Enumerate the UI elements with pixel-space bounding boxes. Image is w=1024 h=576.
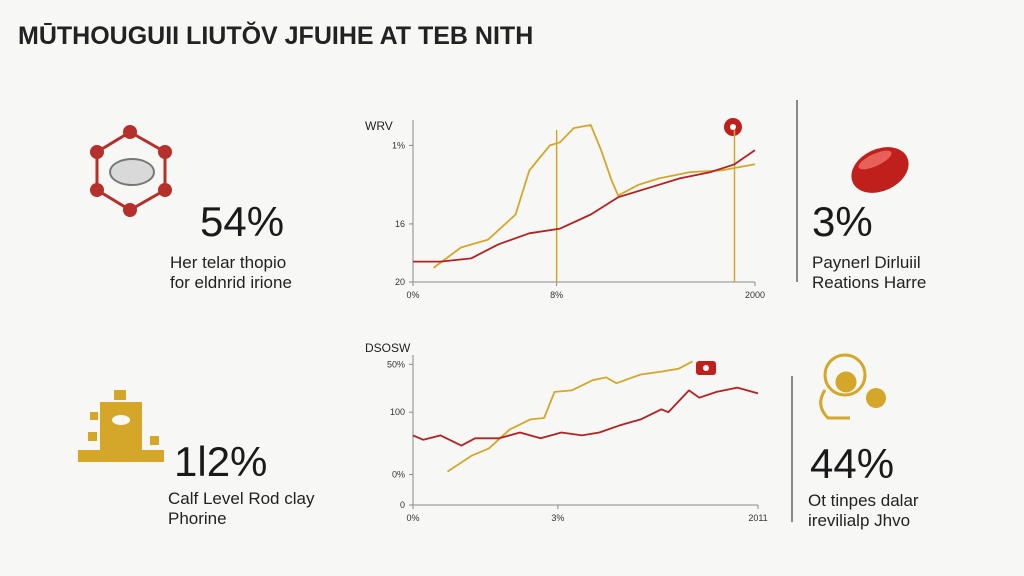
y-tick-label: 50% [387,359,405,369]
head-icon [819,353,886,420]
y-tick-label: 100 [390,407,405,417]
chart-badge [724,118,742,136]
stat-text: Ot tinpes dalar [808,491,919,510]
x-tick-label: 8% [550,290,563,300]
y-tick-label: 1% [392,140,405,150]
stat-text: for eldnrid irione [170,273,292,292]
series-line [447,360,693,473]
y-tick-label: 20 [395,277,405,287]
x-tick-label: 2011 [748,513,767,523]
y-tick-label: 0 [400,500,405,510]
y-tick-label: 0% [392,470,405,480]
x-tick-label: 0% [406,290,419,300]
stat-value: 1l2% [174,438,267,485]
stat-text: Reations Harre [812,273,926,292]
x-tick-label: 2000 [745,290,765,300]
pill-icon [851,147,909,193]
page-title: MŪTHOUGUII LIUTŎV JFUIHE AT TEB NITH [18,21,533,50]
series-line [413,149,756,263]
stat-text: Paynerl Dirluiil [812,253,921,272]
chart-title: DSOSW [365,341,411,355]
stat-value: 54% [200,198,284,245]
stat-text: Phorine [168,509,227,528]
x-tick-label: 3% [551,513,564,523]
stat-text: Her telar thopio [170,253,286,272]
chart-title: WRV [365,119,393,133]
chart-badge [696,361,716,375]
stat-value: 44% [810,440,894,487]
box-icon [78,390,164,462]
series-line [412,386,759,447]
network-icon [90,125,172,217]
stat-text: irevilialp Jhvo [808,511,910,530]
stat-text: Calf Level Rod clay [168,489,315,508]
x-tick-label: 0% [406,513,419,523]
stat-value: 3% [812,198,873,245]
y-tick-label: 16 [395,219,405,229]
series-line [432,124,756,269]
